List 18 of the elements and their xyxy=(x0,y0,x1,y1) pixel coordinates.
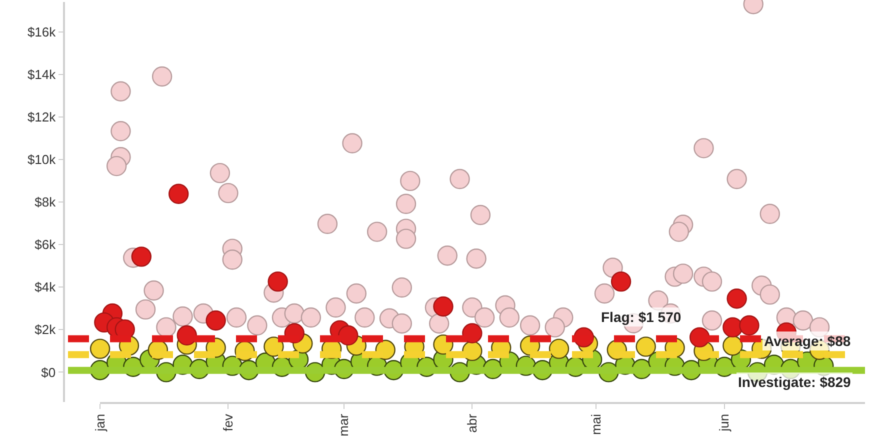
ref-line-label: Investigate: $829 xyxy=(738,374,852,390)
y-tick-label: $0 xyxy=(41,364,56,380)
y-tick-label: $16k xyxy=(27,24,56,40)
x-tick-label: jun xyxy=(716,414,732,432)
y-tick-label: $4k xyxy=(34,280,56,295)
y-tick-label: $10k xyxy=(27,152,56,167)
y-tick-label: $12k xyxy=(27,109,56,124)
x-tick-label: abr xyxy=(464,413,480,433)
x-tick-label: jan xyxy=(92,414,108,432)
y-tick-label: $2k xyxy=(34,322,56,338)
ref-line-label: Flag: $1 570 xyxy=(601,309,682,325)
y-tick-label: $14k xyxy=(27,66,56,82)
x-tick-label: mar xyxy=(336,413,352,436)
y-tick-label: $8k xyxy=(34,194,56,210)
x-tick-label: mai xyxy=(588,414,604,435)
ref-line-label: Average: $88 xyxy=(764,333,851,349)
x-tick-label: fev xyxy=(220,413,236,432)
y-tick-label: $6k xyxy=(34,237,56,252)
